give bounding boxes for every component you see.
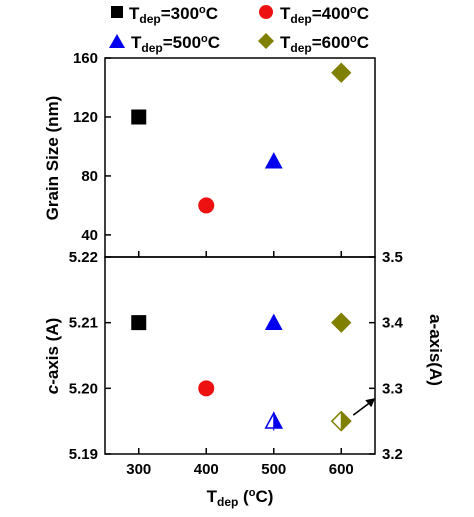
legend-label-rest: =500 (163, 33, 201, 52)
arrow-shaft (352, 402, 370, 416)
diamond-marker-half-filled (330, 410, 352, 432)
legend-label-rest: =600 (312, 33, 350, 52)
x-tick-label: 600 (329, 461, 354, 478)
legend-entry-1: Tdep=300oC (111, 4, 218, 26)
triangle-marker (264, 313, 283, 331)
circle-marker (198, 380, 215, 397)
legend-label-unit: C (357, 33, 369, 52)
legend-marker-diamond (258, 33, 274, 49)
legend-label-main: T (131, 33, 142, 52)
legend-label-main: T (280, 33, 291, 52)
legend-label-sup: o (201, 33, 208, 45)
y-axis-title-c-axis: c-axis (A) (43, 318, 62, 395)
svg-text:Tdep=300oC: Tdep=300oC (129, 4, 218, 26)
y-tick-label-c-axis: 5.21 (69, 315, 98, 332)
x-tick-label: 300 (126, 461, 151, 478)
legend-label-unit: C (208, 33, 220, 52)
square-marker (131, 109, 147, 125)
triangle-marker-half-filled (264, 411, 284, 431)
y-axis-title-c-rest: -axis (A) (43, 318, 62, 385)
diamond-marker (331, 62, 352, 83)
x-axis-title-main: T (207, 487, 218, 506)
legend-label-sup: o (350, 4, 357, 16)
legend-entry-4: Tdep=600oC (258, 33, 369, 55)
svg-text:Tdep=600oC: Tdep=600oC (280, 33, 369, 55)
axes-layer: 40 80 120 160 5.19 5.20 5.21 5.22 3.2 3.3 3.4 3.5 30… (69, 50, 404, 478)
x-tick-label: 400 (194, 461, 219, 478)
x-tick-label: 500 (261, 461, 286, 478)
x-axis-title: Tdep (oC) (207, 487, 274, 509)
y-axis-title-a-axis: a-axis(A) (426, 314, 445, 386)
legend-label-unit: C (206, 4, 218, 23)
legend-marker-circle (259, 5, 273, 19)
y-tick-label-grain-size: 160 (73, 50, 98, 67)
y-tick-label-a-axis: 3.4 (382, 315, 404, 332)
y-axis-title-c-italic: c (43, 384, 62, 394)
x-axis-title-sub: dep (217, 495, 238, 509)
x-axis-title-sup: o (249, 487, 256, 499)
legend-marker-square (111, 6, 123, 18)
legend-label-unit: C (357, 4, 369, 23)
legend-label-sub: dep (290, 12, 311, 26)
y-tick-label-c-axis: 5.20 (69, 380, 98, 397)
y-tick-label-c-axis: 5.22 (69, 249, 98, 266)
legend-label-rest: =300 (161, 4, 199, 23)
arrow-annotation (352, 398, 376, 416)
diamond-marker-right-half (341, 411, 351, 431)
y-tick-label-a-axis: 3.5 (382, 249, 403, 266)
svg-text:Tdep=400oC: Tdep=400oC (280, 4, 369, 26)
legend-label-sub: dep (290, 41, 311, 55)
y-tick-label-grain-size: 40 (81, 227, 98, 244)
x-axis-title-open: ( (238, 487, 249, 506)
marks-layer (131, 62, 376, 432)
legend-label-main: T (129, 4, 140, 23)
arrow-head (365, 398, 376, 408)
legend-label-sub: dep (141, 41, 162, 55)
legend-label-main: T (280, 4, 291, 23)
y-tick-label-grain-size: 80 (81, 168, 98, 185)
circle-marker (198, 197, 215, 214)
triangle-marker-right-half (273, 413, 282, 429)
svg-text:Tdep=500oC: Tdep=500oC (131, 33, 220, 55)
square-marker (131, 315, 147, 331)
legend-label-sup: o (350, 33, 357, 45)
bottom-panel-frame (104, 256, 376, 455)
y-axis-title-grain-size: Grain Size (nm) (43, 96, 62, 221)
top-panel-frame (104, 57, 376, 258)
y-tick-label-a-axis: 3.2 (382, 446, 403, 463)
legend-label-sup: o (199, 4, 206, 16)
legend-label-sub: dep (139, 12, 160, 26)
x-axis-title-unit: C) (255, 487, 273, 506)
legend-marker-triangle (109, 34, 125, 48)
legend-entry-2: Tdep=400oC (259, 4, 369, 26)
legend-entry-3: Tdep=500oC (109, 33, 220, 55)
y-tick-label-c-axis: 5.19 (69, 446, 98, 463)
triangle-marker (264, 152, 283, 169)
y-tick-label-grain-size: 120 (73, 109, 98, 126)
legend-label-rest: =400 (312, 4, 350, 23)
diamond-marker (331, 312, 352, 333)
legend: Tdep=300oC Tdep=400oC Tdep=500oC Tdep=60… (109, 4, 369, 55)
y-tick-label-a-axis: 3.3 (382, 380, 403, 397)
